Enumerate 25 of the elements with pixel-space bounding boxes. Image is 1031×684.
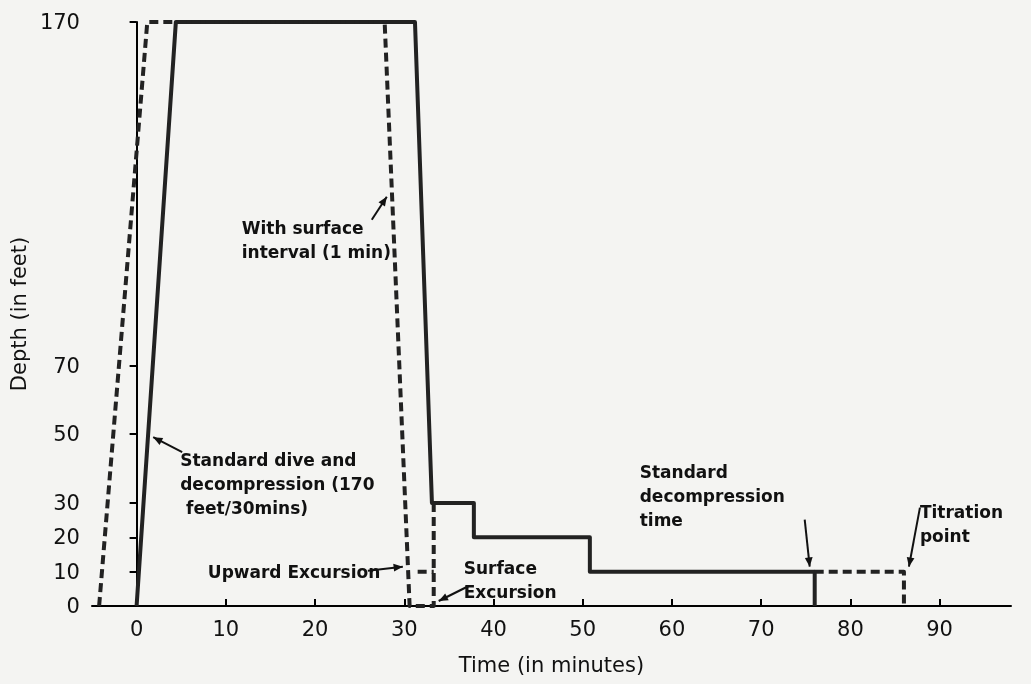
x-tick-label: 50 bbox=[569, 616, 597, 641]
x-tick-label: 90 bbox=[926, 616, 953, 641]
x-tick-label: 10 bbox=[212, 616, 240, 641]
y-tick-label: 0 bbox=[66, 594, 80, 618]
x-tick-label: 80 bbox=[837, 616, 864, 641]
y-tick-label: 170 bbox=[39, 10, 80, 34]
annotation: Standard decompression time bbox=[639, 461, 791, 530]
y-tick-label: 30 bbox=[53, 490, 80, 515]
x-tick-label: 60 bbox=[658, 616, 686, 641]
y-axis-title: Depth (in feet) bbox=[6, 236, 31, 392]
x-tick-label: 20 bbox=[301, 616, 329, 641]
annotation: Titration point bbox=[919, 501, 1009, 546]
annotation: Surface Excursion bbox=[463, 558, 557, 602]
x-tick-label: 0 bbox=[129, 616, 144, 641]
annotation: Standard dive and decompression (170 feet/30mins) bbox=[180, 450, 375, 519]
x-tick-label: 40 bbox=[480, 616, 507, 641]
x-tick-label: 30 bbox=[390, 616, 418, 641]
annotation: Upward Excursion bbox=[207, 561, 381, 582]
x-axis-title: Time (in minutes) bbox=[457, 652, 645, 677]
y-tick-label: 70 bbox=[53, 353, 80, 378]
y-tick-label: 20 bbox=[53, 525, 80, 550]
annotation: With surface interval (1 min) bbox=[241, 217, 391, 262]
y-tick-label: 50 bbox=[53, 422, 80, 447]
x-tick-label: 70 bbox=[747, 616, 775, 641]
y-tick-label: 10 bbox=[53, 559, 80, 584]
